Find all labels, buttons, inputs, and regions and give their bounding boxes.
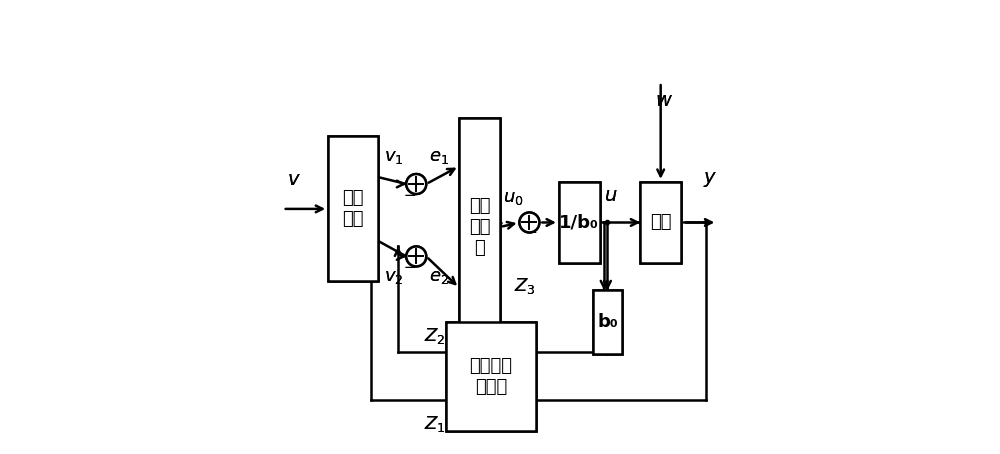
Text: $\mathit{y}$: $\mathit{y}$ (703, 170, 718, 189)
Circle shape (406, 174, 426, 194)
Text: 对象: 对象 (650, 213, 671, 232)
Bar (559, 182, 600, 263)
Bar (593, 291, 622, 354)
Bar (459, 118, 500, 336)
Text: $\mathit{v_2}$: $\mathit{v_2}$ (384, 268, 403, 286)
Text: $\mathit{Z_2}$: $\mathit{Z_2}$ (424, 326, 445, 345)
Text: $\mathit{u_0}$: $\mathit{u_0}$ (503, 188, 524, 207)
Text: $\mathit{e_1}$: $\mathit{e_1}$ (429, 148, 449, 166)
Text: $\mathit{Z_3}$: $\mathit{Z_3}$ (514, 276, 536, 296)
Text: 扩张状态
观测器: 扩张状态 观测器 (469, 357, 512, 396)
Text: $\mathit{v}$: $\mathit{v}$ (287, 170, 301, 189)
Text: $\mathit{Z_1}$: $\mathit{Z_1}$ (424, 414, 445, 434)
Bar (446, 322, 536, 431)
Bar (459, 118, 500, 336)
Text: $\mathit{v_1}$: $\mathit{v_1}$ (384, 148, 403, 166)
Circle shape (519, 212, 539, 232)
Text: $-$: $-$ (403, 186, 416, 201)
Bar (446, 322, 536, 431)
Text: 扩张状态
观测器: 扩张状态 观测器 (469, 357, 512, 396)
Circle shape (406, 247, 426, 266)
Text: $-$: $-$ (403, 258, 416, 273)
Text: $-$: $-$ (403, 186, 416, 201)
Text: b₀: b₀ (597, 313, 618, 331)
Text: 对象: 对象 (650, 213, 671, 232)
Text: $-$: $-$ (524, 223, 537, 238)
Bar (593, 291, 622, 354)
Circle shape (406, 174, 426, 194)
Text: $\mathit{Z_1}$: $\mathit{Z_1}$ (424, 414, 445, 434)
Bar (328, 137, 378, 281)
Text: $\mathit{e_1}$: $\mathit{e_1}$ (429, 148, 449, 166)
Text: 反馈
控制
率: 反馈 控制 率 (469, 197, 490, 257)
Text: $\mathit{w}$: $\mathit{w}$ (655, 91, 673, 110)
Text: $\mathit{y}$: $\mathit{y}$ (703, 170, 718, 189)
Bar (640, 182, 681, 263)
Text: $\mathit{w}$: $\mathit{w}$ (655, 91, 673, 110)
Text: 过渡
过程: 过渡 过程 (342, 189, 364, 228)
Text: b₀: b₀ (597, 313, 618, 331)
Text: $-$: $-$ (524, 223, 537, 238)
Text: $\mathit{Z_3}$: $\mathit{Z_3}$ (514, 276, 536, 296)
Bar (559, 182, 600, 263)
Text: $\mathit{v}$: $\mathit{v}$ (287, 170, 301, 189)
Circle shape (406, 247, 426, 266)
Text: $\mathit{u}$: $\mathit{u}$ (604, 186, 618, 205)
Bar (640, 182, 681, 263)
Text: 反馈
控制
率: 反馈 控制 率 (469, 197, 490, 257)
Text: $\mathit{u_0}$: $\mathit{u_0}$ (503, 188, 524, 207)
Text: 过渡
过程: 过渡 过程 (342, 189, 364, 228)
Circle shape (519, 212, 539, 232)
Text: $\mathit{u}$: $\mathit{u}$ (604, 186, 618, 205)
Text: $\mathit{e_2}$: $\mathit{e_2}$ (429, 268, 449, 286)
Text: $\mathit{Z_2}$: $\mathit{Z_2}$ (424, 326, 445, 345)
Text: 1/b₀: 1/b₀ (559, 213, 599, 232)
Text: $\mathit{v_1}$: $\mathit{v_1}$ (384, 148, 403, 166)
Text: $-$: $-$ (403, 258, 416, 273)
Text: $\mathit{e_2}$: $\mathit{e_2}$ (429, 268, 449, 286)
Bar (328, 137, 378, 281)
Text: $\mathit{v_2}$: $\mathit{v_2}$ (384, 268, 403, 286)
Text: 1/b₀: 1/b₀ (559, 213, 599, 232)
